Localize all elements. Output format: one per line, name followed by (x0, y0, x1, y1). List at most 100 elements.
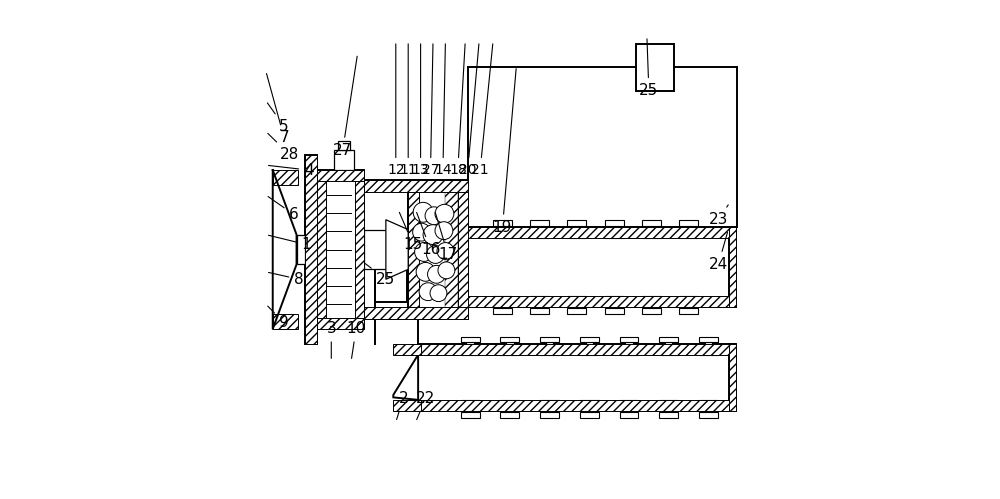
Circle shape (413, 223, 431, 241)
Text: 23: 23 (709, 205, 728, 227)
Bar (530, 233, 549, 238)
Bar (408, 191, 419, 308)
Bar (540, 400, 559, 405)
Bar (364, 306, 468, 319)
Bar (586, 342, 593, 349)
Text: 12: 12 (387, 44, 405, 177)
Bar (625, 342, 633, 349)
Text: 10: 10 (346, 321, 366, 358)
Bar (316, 170, 364, 329)
Text: 27: 27 (422, 44, 439, 177)
Bar (729, 344, 736, 411)
Bar (705, 342, 712, 349)
Text: 18: 18 (449, 44, 467, 177)
Text: 15: 15 (399, 213, 423, 252)
Bar (567, 295, 586, 301)
Bar (642, 295, 661, 301)
Bar (499, 301, 506, 308)
Text: 22: 22 (416, 391, 435, 420)
Bar (540, 412, 559, 418)
Bar (729, 227, 736, 306)
Bar (500, 349, 519, 355)
Text: 2: 2 (397, 391, 408, 420)
Bar (500, 337, 519, 342)
Bar (468, 227, 734, 238)
Bar (679, 220, 698, 226)
Bar (530, 220, 549, 226)
Bar (500, 412, 519, 418)
Text: 21: 21 (471, 44, 493, 177)
Text: 7: 7 (267, 73, 289, 145)
Bar (468, 295, 734, 306)
Bar (458, 191, 468, 308)
Bar (679, 308, 698, 314)
Bar (699, 400, 718, 405)
Circle shape (425, 207, 443, 225)
Circle shape (423, 225, 443, 245)
Bar (316, 170, 364, 181)
Bar (364, 180, 468, 319)
Bar (567, 233, 586, 238)
Bar (620, 337, 638, 342)
Text: 14: 14 (434, 44, 452, 177)
Bar (586, 405, 593, 412)
Bar (642, 233, 661, 238)
Bar (665, 405, 672, 412)
Bar (648, 226, 655, 233)
Bar (540, 349, 559, 355)
Bar (659, 400, 678, 405)
Bar (580, 349, 599, 355)
Circle shape (437, 243, 454, 259)
Bar (679, 233, 698, 238)
Bar (493, 233, 512, 238)
Bar (305, 155, 317, 344)
Bar (468, 227, 734, 306)
Circle shape (428, 265, 445, 283)
Bar (699, 349, 718, 355)
Bar (500, 400, 519, 405)
Bar (659, 412, 678, 418)
Bar (530, 308, 549, 314)
Bar (605, 308, 624, 314)
Bar (573, 301, 581, 308)
Circle shape (415, 243, 434, 261)
Bar (685, 301, 692, 308)
Bar (648, 301, 655, 308)
Bar (338, 141, 350, 150)
Bar (573, 226, 581, 233)
Bar (685, 226, 692, 233)
Text: 6: 6 (268, 197, 299, 222)
Text: 25: 25 (639, 39, 658, 98)
Bar (393, 400, 421, 411)
Bar (316, 181, 326, 318)
Bar (610, 301, 618, 308)
Bar (375, 257, 407, 301)
Bar (408, 180, 468, 319)
Text: 4: 4 (269, 163, 314, 178)
Bar (305, 155, 317, 344)
Bar (530, 295, 549, 301)
Bar (493, 295, 512, 301)
Bar (620, 400, 638, 405)
Bar (729, 344, 736, 411)
Bar (580, 337, 599, 342)
Bar (364, 230, 408, 269)
Text: 11: 11 (399, 44, 417, 177)
Polygon shape (273, 170, 297, 329)
Bar (493, 220, 512, 226)
Bar (506, 342, 514, 349)
Bar (642, 308, 661, 314)
Bar (546, 405, 553, 412)
Circle shape (427, 246, 444, 263)
Bar (665, 342, 672, 349)
Bar (642, 220, 661, 226)
Bar (273, 170, 298, 185)
Text: 27: 27 (333, 56, 357, 158)
Bar (461, 337, 480, 342)
Circle shape (438, 262, 455, 279)
Bar (461, 400, 480, 405)
Text: 19: 19 (493, 69, 516, 235)
Bar (355, 181, 364, 318)
Circle shape (413, 203, 433, 222)
Circle shape (430, 285, 447, 301)
